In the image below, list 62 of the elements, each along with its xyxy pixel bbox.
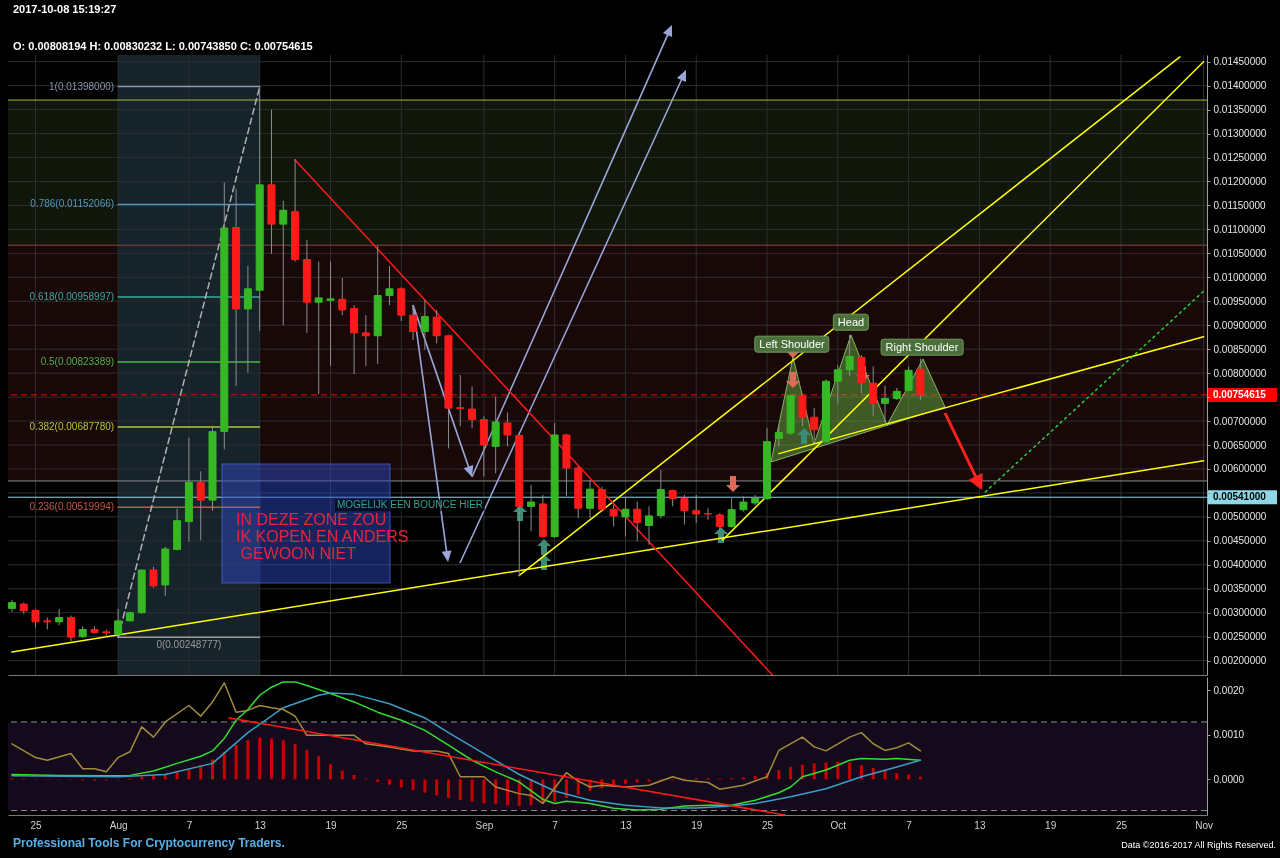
series-label: 0.382(0.00687780) (29, 420, 115, 432)
y-tick-label: 0.01200000 (1213, 175, 1267, 187)
series-label: 0(0.00248777) (156, 639, 222, 651)
x-tick-label: 7 (906, 819, 913, 831)
y-tick-label: 0.0020 (1213, 684, 1245, 696)
y-tick-label: 0.00200000 (1213, 655, 1267, 667)
y-tick-label: 0.00600000 (1213, 463, 1267, 475)
y-tick-label: 0.00450000 (1213, 535, 1267, 547)
y-tick-label: 0.00400000 (1213, 559, 1267, 571)
annotation: Right Shoulder (880, 338, 964, 356)
series-label: 0.786(0.01152066) (30, 198, 115, 210)
y-tick-label: 0.01050000 (1213, 247, 1267, 259)
x-tick-label: 25 (761, 819, 774, 831)
text: 2017-10-08 15:19:27 (13, 3, 117, 16)
x-tick-label: Sep (475, 819, 494, 831)
x-tick-label: Oct (830, 819, 847, 831)
y-tick-label: 0.00850000 (1213, 343, 1267, 355)
y-tick-label: 0.00500000 (1213, 511, 1267, 523)
y-tick-label: 0.01150000 (1213, 199, 1267, 211)
x-tick-label: 19 (1045, 819, 1057, 831)
x-tick-label: 7 (186, 819, 193, 831)
y-tick-label: 0.01100000 (1213, 223, 1267, 235)
x-tick-label: 13 (254, 819, 267, 831)
y-tick-label: 0.00250000 (1213, 631, 1267, 643)
series-label: 1(0.01398000) (49, 80, 115, 92)
annotation: IN DEZE ZONE ZOU IK KOPEN EN ANDERS GEWOON NIET (236, 511, 409, 562)
y-tick-label: 0.01000000 (1213, 271, 1267, 283)
y-tick-label: 0.01400000 (1213, 80, 1267, 92)
y-tick-label: 0.01350000 (1213, 104, 1267, 116)
y-tick-label: 0.00300000 (1213, 607, 1267, 619)
y-tick-label: 0.00650000 (1213, 439, 1267, 451)
series-label: 0.5(0.00823389) (40, 355, 115, 367)
x-tick-label: 7 (552, 819, 559, 831)
text: O: 0.00808194 H: 0.00830232 L: 0.00743850 C: 0.00754615 (13, 40, 313, 53)
text: Data ©2016-2017 All Rights Reserved. (1121, 840, 1276, 851)
x-tick-label: 19 (691, 819, 703, 831)
x-tick-label: 25 (396, 819, 408, 831)
ref-line-label: 0.00541000 (1213, 491, 1267, 503)
y-tick-label: 0.00900000 (1213, 319, 1267, 331)
series-label: 0.236(0.00519994) (29, 501, 115, 513)
y-tick-label: 0.00800000 (1213, 367, 1267, 379)
ref-line-label: 0.00754615 (1213, 388, 1267, 400)
series-label: 0.618(0.00958997) (29, 290, 115, 302)
x-tick-label: Nov (1195, 819, 1213, 831)
x-tick-label: 25 (1115, 819, 1128, 831)
y-tick-label: 0.01450000 (1213, 56, 1267, 68)
y-tick-label: 0.00950000 (1213, 295, 1267, 307)
y-tick-label: 0.01300000 (1213, 128, 1267, 140)
y-tick-label: 0.0000 (1213, 773, 1245, 785)
text: Professional Tools For Cryptocurrency Traders. (13, 836, 285, 851)
annotation: Head (832, 313, 870, 331)
annotation: Left Shoulder (754, 335, 830, 353)
x-tick-label: 13 (974, 819, 986, 831)
x-tick-label: 25 (30, 819, 43, 831)
y-tick-label: 0.0010 (1213, 729, 1245, 741)
y-tick-label: 0.00350000 (1213, 583, 1267, 595)
x-tick-label: 13 (620, 819, 632, 831)
x-tick-label: 19 (325, 819, 337, 831)
y-tick-label: 0.01250000 (1213, 152, 1267, 164)
y-tick-label: 0.00700000 (1213, 415, 1267, 427)
annotation: MOGELIJK EEN BOUNCE HIER (334, 499, 486, 511)
x-tick-label: Aug (109, 819, 128, 831)
